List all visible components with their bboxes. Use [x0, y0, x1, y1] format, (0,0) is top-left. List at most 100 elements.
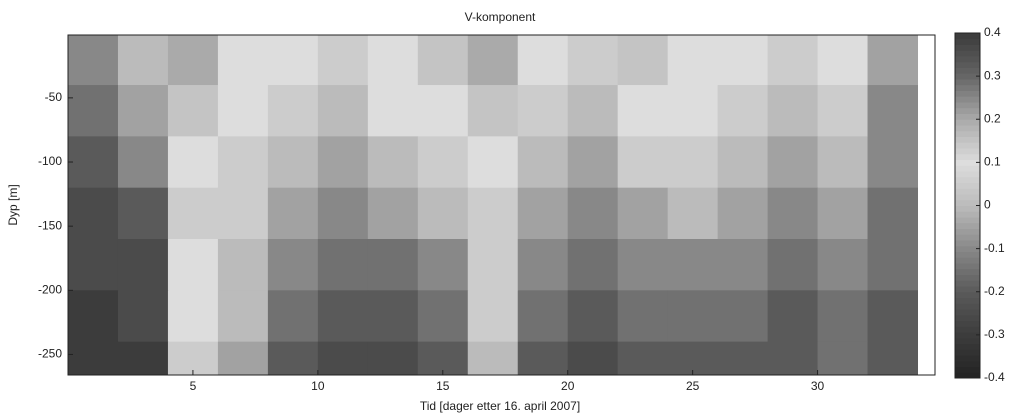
colorbar-swatch	[955, 44, 980, 51]
heatmap-cell	[817, 35, 869, 86]
heatmap-cell	[367, 290, 419, 343]
heatmap-cell	[117, 341, 169, 375]
heatmap-cell	[267, 290, 319, 343]
heatmap-cell	[317, 341, 369, 375]
y-tick-label: -250	[38, 347, 62, 361]
heatmap-cell	[267, 187, 319, 240]
colorbar-swatch	[955, 165, 980, 172]
heatmap-cell	[517, 85, 569, 137]
heatmap-cell	[867, 341, 919, 375]
colorbar-swatch	[955, 182, 980, 189]
heatmap-cell	[667, 239, 719, 291]
heatmap-cell	[817, 136, 869, 189]
heatmap-cell	[317, 35, 369, 86]
colorbar-swatch	[955, 188, 980, 195]
colorbar-swatch	[955, 96, 980, 103]
colorbar-swatch	[955, 142, 980, 149]
heatmap-cell	[68, 136, 119, 189]
heatmap-cell	[517, 341, 569, 375]
heatmap-cell	[567, 341, 619, 375]
heatmap-cell	[867, 35, 919, 86]
heatmap-cell	[567, 239, 619, 291]
heatmap-cell	[767, 341, 819, 375]
heatmap-cell	[217, 85, 269, 137]
colorbar-swatch	[955, 291, 980, 298]
heatmap-cell	[417, 85, 469, 137]
heatmap-cell	[817, 187, 869, 240]
colorbar-swatch	[955, 205, 980, 212]
colorbar-swatch	[955, 73, 980, 80]
x-tick-label: 15	[436, 379, 450, 393]
heatmap-cell	[417, 290, 469, 343]
colorbar-swatch	[955, 303, 980, 310]
colorbar-swatch	[955, 234, 980, 241]
colorbar-swatch	[955, 320, 980, 327]
colorbar-swatch	[955, 268, 980, 275]
heatmap-cell	[68, 239, 119, 291]
heatmap-cell	[767, 290, 819, 343]
heatmap-cell	[517, 239, 569, 291]
heatmap-cell	[167, 85, 219, 137]
colorbar-swatch	[955, 67, 980, 74]
heatmap-cell	[367, 35, 419, 86]
heatmap-cell	[167, 290, 219, 343]
heatmap-cell	[68, 187, 119, 240]
heatmap-cell	[767, 136, 819, 189]
colorbar-swatch	[955, 337, 980, 344]
heatmap-cell	[68, 35, 119, 86]
colorbar-swatch	[955, 222, 980, 229]
colorbar-swatch	[955, 107, 980, 114]
heatmap-cell	[267, 239, 319, 291]
colorbar-swatch	[955, 217, 980, 224]
colorbar-swatch	[955, 228, 980, 235]
heatmap-cell	[617, 239, 669, 291]
heatmap-cell	[517, 136, 569, 189]
y-tick-label: -100	[38, 154, 62, 168]
colorbar-swatch	[955, 326, 980, 333]
y-tick-label: -150	[38, 218, 62, 232]
colorbar-tick-label: -0.4	[984, 370, 1005, 384]
heatmap-cell	[617, 290, 669, 343]
colorbar-swatch	[955, 343, 980, 350]
heatmap-cell	[367, 341, 419, 375]
heatmap-cell	[317, 239, 369, 291]
colorbar-tick-label: 0.1	[984, 155, 1001, 169]
colorbar-swatch	[955, 297, 980, 304]
heatmap-cell	[517, 35, 569, 86]
heatmap-cell	[767, 85, 819, 137]
colorbar-tick-label: 0.4	[984, 25, 1001, 39]
colorbar-swatch	[955, 199, 980, 206]
heatmap-cell	[117, 35, 169, 86]
colorbar-swatch	[955, 136, 980, 143]
colorbar-swatch	[955, 159, 980, 166]
chart-title: V-komponent	[465, 10, 536, 24]
colorbar-swatch	[955, 274, 980, 281]
colorbar-swatch	[955, 130, 980, 137]
colorbar-swatch	[955, 171, 980, 178]
heatmap-cell	[767, 239, 819, 291]
heatmap-cell	[417, 341, 469, 375]
heatmap-cell	[667, 187, 719, 240]
colorbar-tick-label: 0	[984, 198, 991, 212]
heatmap-cell	[267, 85, 319, 137]
colorbar-swatch	[955, 90, 980, 97]
colorbar-swatch	[955, 257, 980, 264]
x-tick-label: 30	[811, 379, 825, 393]
colorbar-swatch	[955, 263, 980, 270]
heatmap-cell	[317, 187, 369, 240]
colorbar-swatch	[955, 153, 980, 160]
colorbar-tick-label: -0.1	[984, 241, 1005, 255]
heatmap-cell	[517, 290, 569, 343]
colorbar-swatch	[955, 125, 980, 132]
heatmap-cell	[667, 35, 719, 86]
heatmap-cell	[117, 85, 169, 137]
heatmap-cell	[367, 85, 419, 137]
heatmap-cell	[667, 290, 719, 343]
colorbar-swatch	[955, 148, 980, 155]
heatmap-cell	[567, 35, 619, 86]
heatmap-cell	[867, 290, 919, 343]
heatmap-cell	[567, 136, 619, 189]
heatmap-cell	[617, 85, 669, 137]
heatmap-cell	[417, 136, 469, 189]
heatmap-cell	[817, 341, 869, 375]
